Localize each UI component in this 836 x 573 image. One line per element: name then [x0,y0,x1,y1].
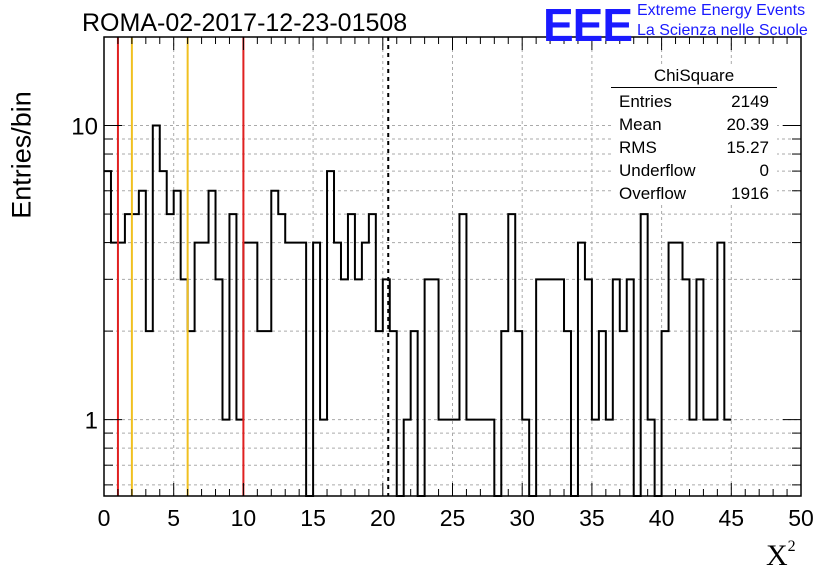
x-tick-label: 10 [231,505,257,531]
stats-name: ChiSquare [611,66,777,88]
x-tick-label: 50 [788,505,814,531]
x-axis-label: X2 [766,538,796,573]
y-axis-label: Entries/bin [6,91,37,219]
x-axis-label-base: X [766,539,788,572]
grid-lines [104,37,801,496]
y-axis-label-box: Entries/bin [2,91,42,219]
x-tick-label: 5 [167,505,180,531]
stats-label: Mean [619,115,662,134]
stats-label: RMS [619,138,657,157]
x-tick-label: 40 [649,505,675,531]
x-tick-label: 15 [300,505,326,531]
stats-value: 0 [759,161,769,180]
stats-row-underflow: Underflow 0 [611,159,777,182]
x-tick-label: 0 [98,505,111,531]
stats-row-mean: Mean 20.39 [611,113,777,136]
x-tick-label: 35 [579,505,605,531]
stats-label: Underflow [619,161,696,180]
stats-row-entries: Entries 2149 [611,90,777,113]
histogram-bars [104,124,732,497]
axis-ticks: 0 5 10 15 20 25 30 35 40 45 50 1 10 [71,37,814,531]
eee-logo: EEE [543,0,633,51]
x-axis-label-superscript: 2 [787,538,796,555]
stats-row-rms: RMS 15.27 [611,136,777,159]
stats-row-overflow: Overflow 1916 [611,182,777,205]
x-tick-label: 30 [509,505,535,531]
histogram-outline [104,124,732,497]
marker-lines [116,37,390,496]
logo-line-2: La Scienza nelle Scuole [637,22,808,39]
stats-value: 2149 [731,92,769,111]
y-tick-label: 10 [71,114,98,141]
stats-box: ChiSquare Entries 2149 Mean 20.39 RMS 15.27… [611,66,777,205]
logo-line-1: Extreme Energy Events [637,2,806,19]
y-tick-label: 1 [85,408,98,435]
stats-label: Overflow [619,184,687,203]
stats-value: 1916 [731,184,769,203]
x-tick-label: 20 [370,505,396,531]
x-tick-label: 45 [719,505,745,531]
x-tick-label: 25 [440,505,466,531]
chart-title: ROMA-02-2017-12-23-01508 [82,9,408,37]
stats-value: 15.27 [726,138,769,157]
stats-value: 20.39 [726,115,769,134]
stats-label: Entries [619,92,672,111]
